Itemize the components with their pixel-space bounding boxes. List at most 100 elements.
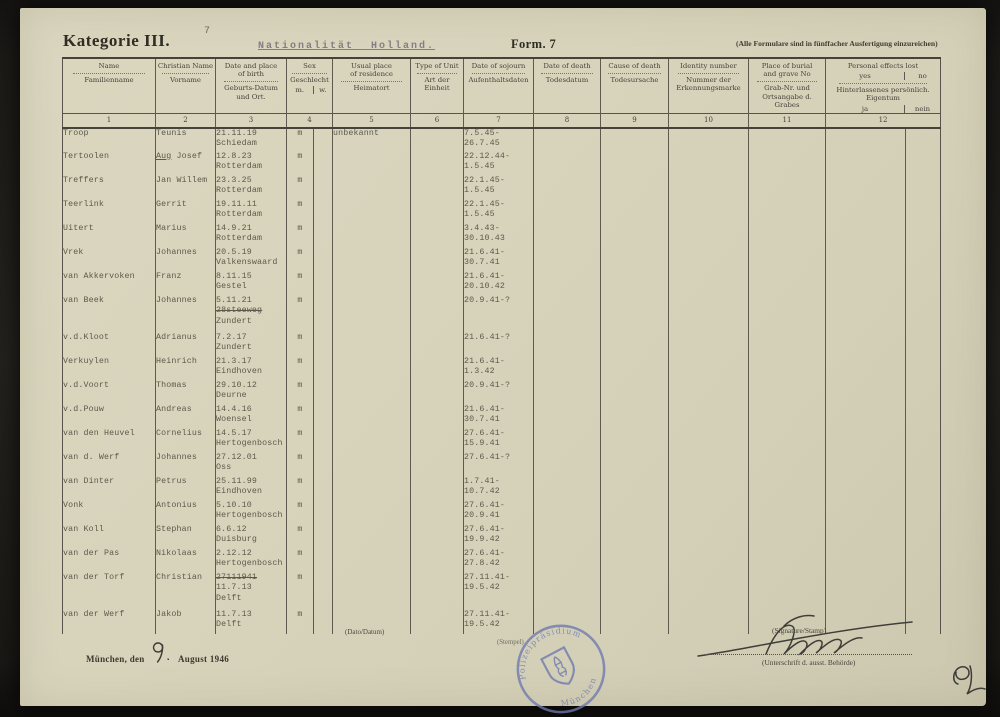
residence-cell — [332, 500, 411, 525]
column-number: 4 — [285, 112, 333, 129]
identity-cell — [668, 500, 749, 525]
effects-nein-cell — [905, 356, 941, 381]
residence-cell — [332, 271, 411, 296]
unit-cell — [410, 223, 464, 248]
table-row: v.d.Kloot Adrianus 7.2.17 Zundert m 21.6.41-? — [63, 332, 941, 357]
sex-m-cell: m — [286, 548, 314, 573]
residence-cell — [332, 404, 411, 429]
burial-cell — [748, 295, 826, 333]
surname-cell: van der Torf — [63, 572, 125, 582]
death-date-cell — [533, 524, 601, 549]
unit-cell — [410, 452, 464, 477]
surname-cell: Uitert — [63, 223, 94, 233]
unit-cell — [410, 476, 464, 501]
residence-cell — [332, 452, 411, 477]
sojourn-cell: 1.7.41- 10.7.42 — [463, 476, 534, 501]
surname-cell: v.d.Pouw — [63, 404, 105, 414]
column-number: 5 — [332, 112, 411, 129]
table-row: v.d.Voort Thomas 29.10.12 Deurne m 20.9.41-? — [63, 380, 941, 405]
surname-cell: Vrek — [63, 247, 84, 257]
sex-w-cell — [312, 428, 333, 453]
cause-cell — [600, 428, 669, 453]
header-numbers-row: 1 2 3 4 5 6 7 8 9 10 11 12 — [62, 112, 941, 129]
column-header: Identity number Nummer der Erkennungsmarke — [668, 58, 749, 114]
residence-cell — [332, 223, 411, 248]
sojourn-cell: 22.12.44- 1.5.45 — [463, 151, 534, 176]
identity-cell — [668, 404, 749, 429]
cause-cell — [600, 247, 669, 272]
sex-m-cell: m — [286, 380, 314, 405]
unit-cell — [410, 609, 464, 634]
sex-w-cell — [312, 247, 333, 272]
burial-cell — [748, 609, 826, 634]
surname-cell: Treffers — [63, 175, 105, 185]
firstname-cell: Johannes — [155, 452, 216, 477]
page-number: 7 — [204, 26, 211, 37]
sex-m-cell: m — [286, 247, 314, 272]
unit-cell — [410, 332, 464, 357]
sojourn-cell: 27.6.41- 15.9.41 — [463, 428, 534, 453]
table-row: Vrek Johannes 20.5.19 Valkenswaard m 21.6.41-… — [63, 247, 941, 272]
effects-nein-cell — [905, 127, 941, 152]
death-date-cell — [533, 548, 601, 573]
residence-cell — [332, 151, 411, 176]
birth-cell: 25.11.99 Eindhoven — [215, 476, 287, 501]
firstname-cell: Jakob — [155, 609, 216, 634]
death-date-cell — [533, 175, 601, 200]
identity-cell — [668, 476, 749, 501]
sex-m-cell: m — [286, 223, 314, 248]
burial-cell — [748, 452, 826, 477]
effects-ja-cell — [825, 356, 906, 381]
cause-cell — [600, 151, 669, 176]
firstname-cell: Johannes — [155, 295, 216, 333]
identity-cell — [668, 548, 749, 573]
sex-m-cell: m — [286, 151, 314, 176]
birth-cell: 14.5.17 Hertogenbosch — [215, 428, 287, 453]
column-number: 3 — [215, 112, 287, 129]
cause-cell — [600, 175, 669, 200]
date-rest: August 1946 — [178, 654, 230, 664]
burial-cell — [748, 380, 826, 405]
cause-cell — [600, 548, 669, 573]
effects-ja-cell — [825, 175, 906, 200]
surname-cell: van d. Werf — [63, 452, 120, 462]
signature — [697, 614, 913, 657]
death-date-cell — [533, 380, 601, 405]
unit-cell — [410, 295, 464, 333]
sex-m-cell: m — [286, 500, 314, 525]
surname-cell: van Dinter — [63, 476, 115, 486]
table-row: Treffers Jan Willem 23.3.25 Rotterdam m 22.1.… — [63, 175, 941, 200]
table-body: Troop Teunis 21.11.19 Schiedam m unbekannt 7.5… — [63, 127, 941, 634]
cause-cell — [600, 356, 669, 381]
birth-cell: 5.10.10 Hertogenbosch — [215, 500, 287, 525]
sojourn-cell: 22.1.45- 1.5.45 — [463, 175, 534, 200]
surname-cell: Teerlink — [63, 199, 105, 209]
effects-nein-cell — [905, 271, 941, 296]
cause-cell — [600, 380, 669, 405]
sex-w-cell — [312, 175, 333, 200]
firstname-cell: Heinrich — [155, 356, 216, 381]
sex-w-cell — [312, 356, 333, 381]
sex-w-cell — [312, 199, 333, 224]
firstname-cell: Marius — [155, 223, 216, 248]
category-title: Kategorie III. — [63, 31, 171, 50]
sojourn-cell: 27.6.41- 27.8.42 — [463, 548, 534, 573]
residence-cell — [332, 175, 411, 200]
burial-cell — [748, 247, 826, 272]
firstname-cell: Andreas — [155, 404, 216, 429]
cause-cell — [600, 199, 669, 224]
death-date-cell — [533, 223, 601, 248]
unit-cell — [410, 524, 464, 549]
burial-cell — [748, 572, 826, 610]
column-number: 10 — [668, 112, 749, 129]
residence-cell — [332, 476, 411, 501]
sex-m-cell: m — [286, 404, 314, 429]
effects-nein-cell — [905, 199, 941, 224]
identity-cell — [668, 428, 749, 453]
header-labels-row: Name Familienname Christian Name Vorname Dat… — [63, 58, 941, 114]
birth-cell: 6.6.12 Duisburg — [215, 524, 287, 549]
column-number: 2 — [155, 112, 216, 129]
identity-cell — [668, 332, 749, 357]
cause-cell — [600, 476, 669, 501]
sex-w-cell — [312, 404, 333, 429]
